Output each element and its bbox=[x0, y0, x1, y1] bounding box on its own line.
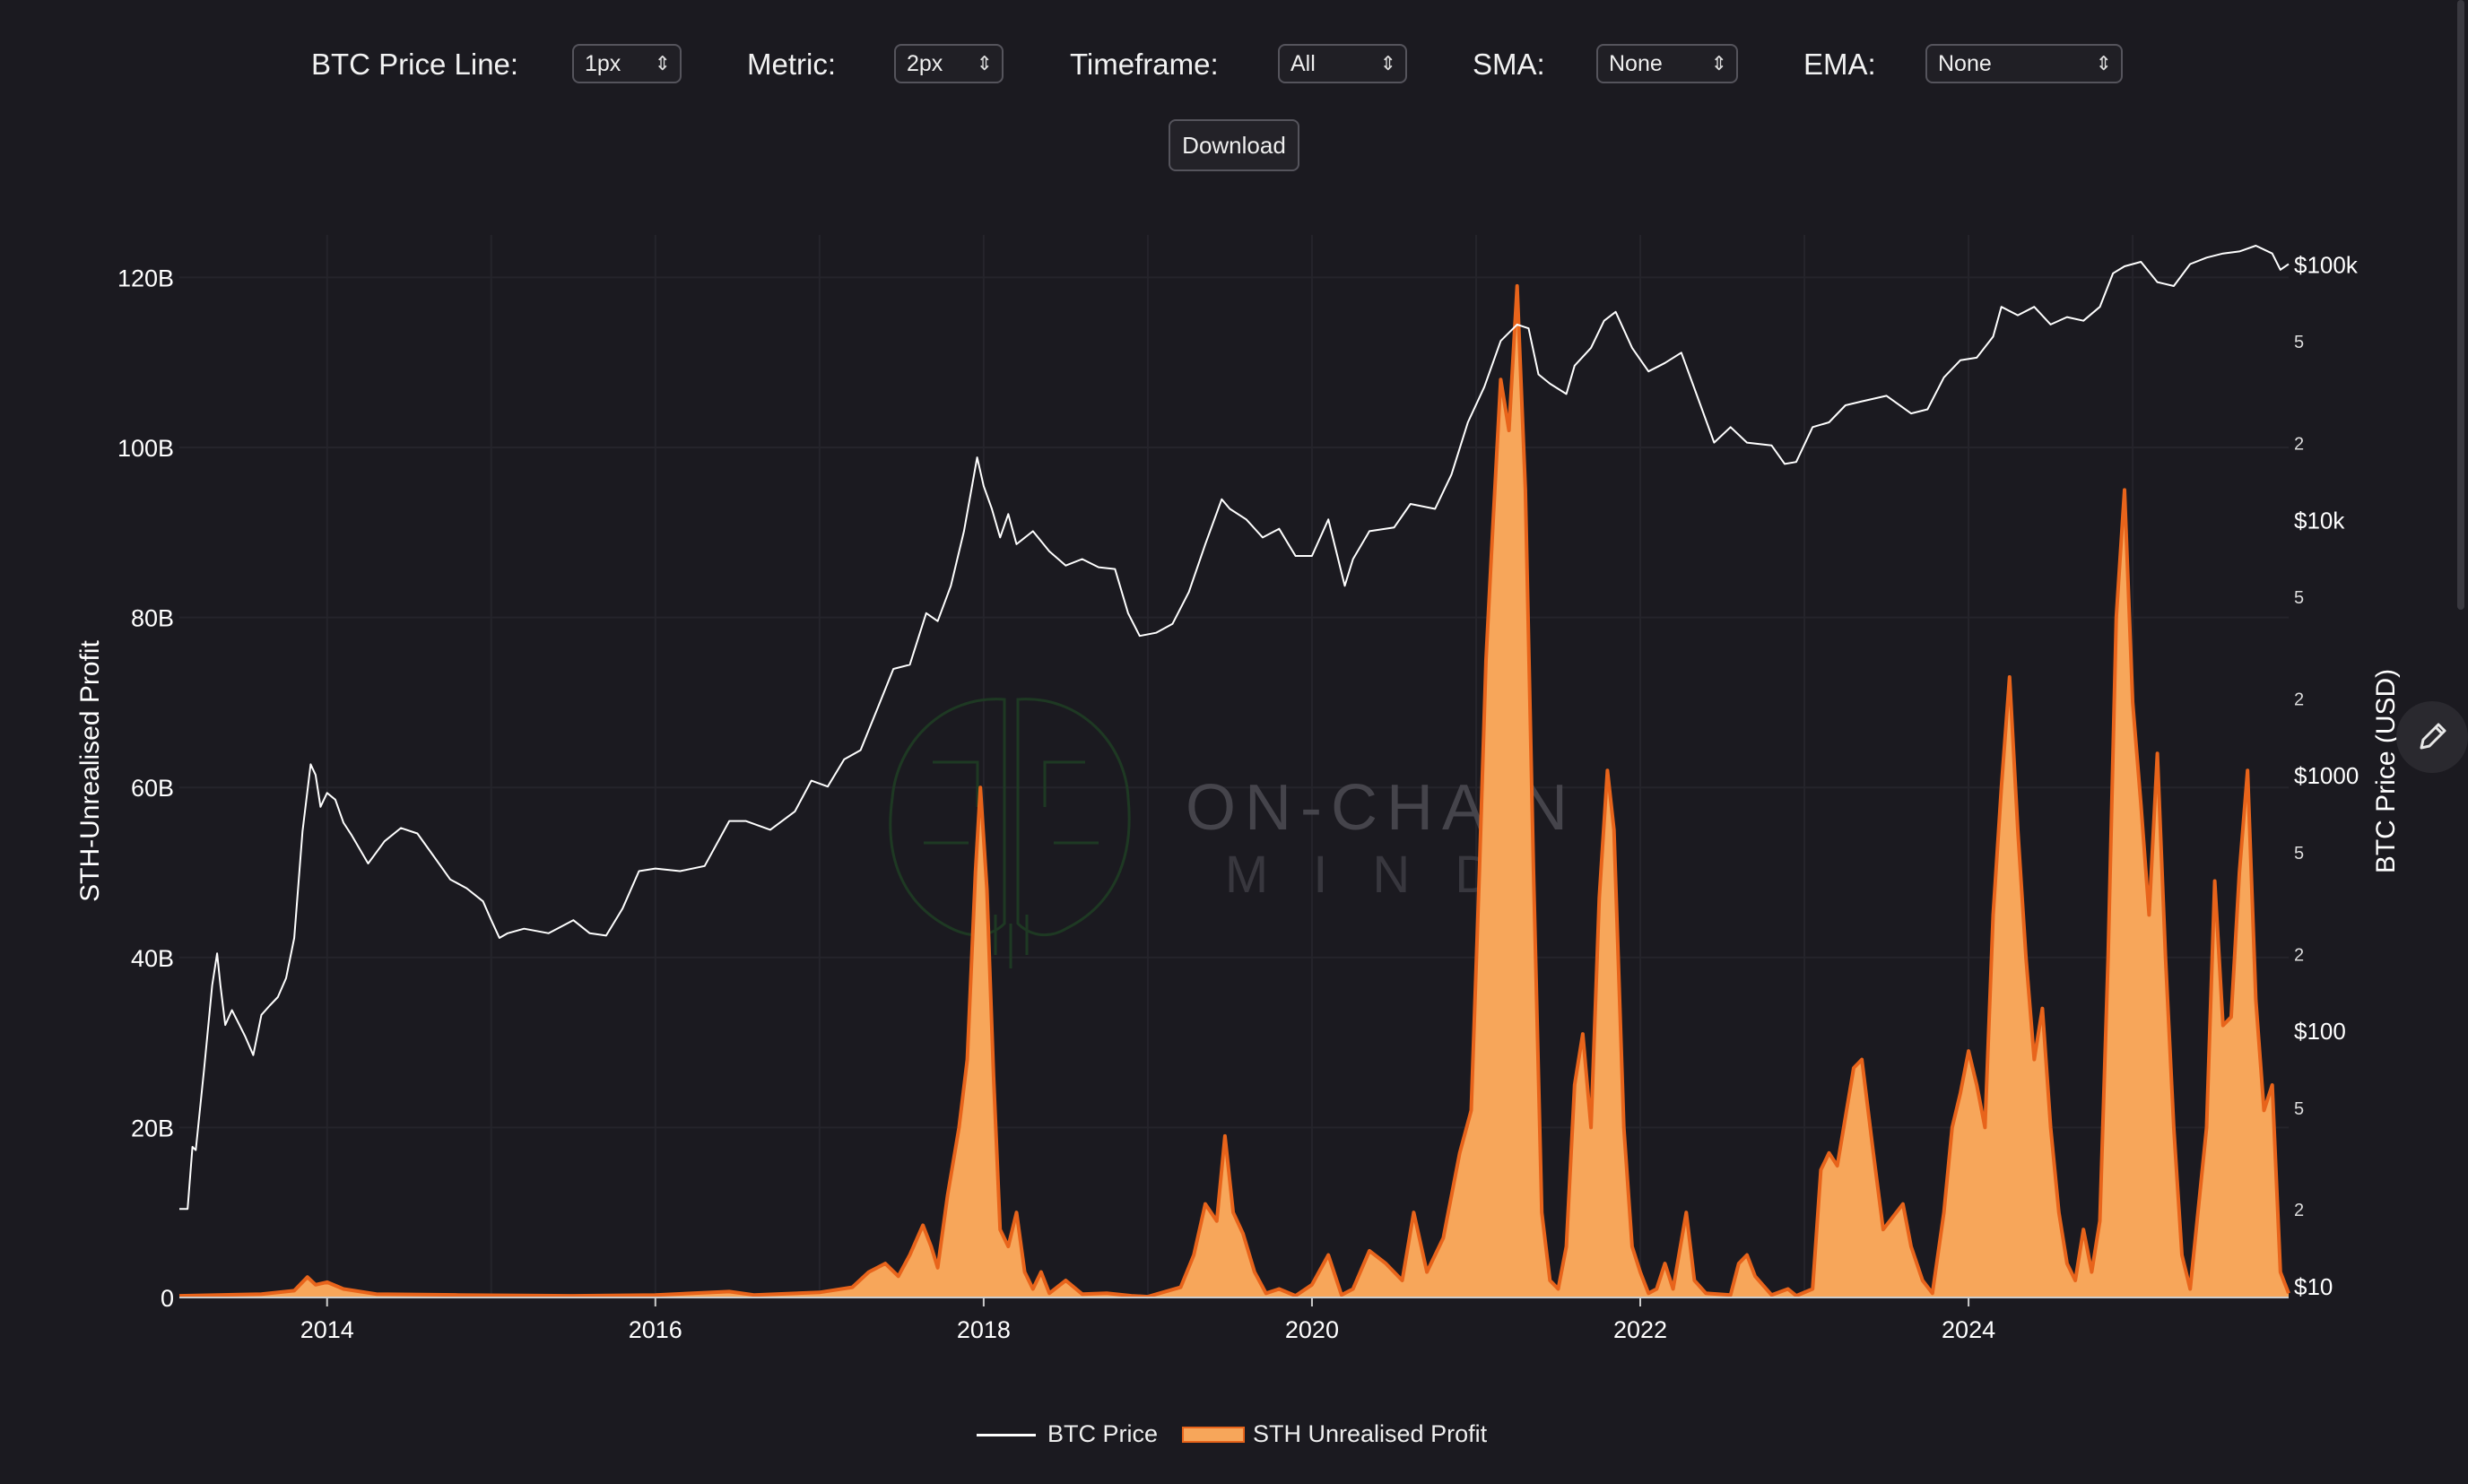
x-tick-label: 2024 bbox=[1942, 1316, 1995, 1343]
ema-value: None bbox=[1938, 51, 1992, 76]
ema-label: EMA: bbox=[1803, 48, 1876, 81]
timeframe-label: Timeframe: bbox=[1070, 48, 1219, 81]
chevron-updown-icon: ⇕ bbox=[976, 52, 993, 74]
legend: BTC Price STH Unrealised Profit bbox=[0, 1419, 2468, 1454]
y2-major-tick-label: $100k bbox=[2294, 251, 2359, 278]
y-tick-label: 20B bbox=[131, 1115, 174, 1141]
y2-major-tick-label: $10k bbox=[2294, 507, 2345, 534]
price-line-select[interactable]: 1px ⇕ bbox=[572, 44, 682, 83]
y-tick-label: 0 bbox=[161, 1285, 174, 1312]
y2-axis-label: BTC Price (USD) bbox=[2371, 669, 2401, 873]
chevron-updown-icon: ⇕ bbox=[654, 52, 671, 74]
y2-minor-tick-label: 2 bbox=[2294, 1201, 2304, 1220]
price-line-label: BTC Price Line: bbox=[311, 48, 519, 81]
btc-price-line bbox=[179, 245, 2290, 1211]
price-line-value: 1px bbox=[585, 51, 621, 76]
ema-select[interactable]: None ⇕ bbox=[1925, 44, 2123, 83]
legend-profit-label[interactable]: STH Unrealised Profit bbox=[1253, 1420, 1488, 1447]
y2-minor-tick-label: 5 bbox=[2294, 333, 2304, 352]
grid bbox=[179, 235, 2289, 1298]
metric-value: 2px bbox=[907, 51, 943, 76]
x-tick-label: 2022 bbox=[1613, 1316, 1667, 1343]
y2-minor-tick-label: 5 bbox=[2294, 844, 2304, 863]
y-tick-label: 80B bbox=[131, 605, 174, 632]
y2-major-tick-label: $1000 bbox=[2294, 762, 2359, 789]
pencil-icon bbox=[2420, 723, 2446, 750]
timeframe-value: All bbox=[1290, 51, 1316, 76]
y-tick-label: 60B bbox=[131, 775, 174, 802]
y2-major-tick-label: $10 bbox=[2294, 1273, 2333, 1300]
x-tick-label: 2018 bbox=[957, 1316, 1011, 1343]
download-button[interactable]: Download bbox=[1169, 119, 1299, 171]
sma-value: None bbox=[1609, 51, 1663, 76]
y-tick-label: 100B bbox=[117, 435, 174, 462]
x-tick-label: 2016 bbox=[629, 1316, 682, 1343]
metric-select[interactable]: 2px ⇕ bbox=[894, 44, 1004, 83]
y2-minor-tick-label: 2 bbox=[2294, 435, 2304, 455]
brain-logo-icon bbox=[889, 698, 1131, 968]
x-tick-label: 2020 bbox=[1285, 1316, 1339, 1343]
watermark: ON-CHAIN MIND bbox=[889, 698, 1568, 968]
chevron-updown-icon: ⇕ bbox=[1379, 52, 1396, 74]
sth-unrealised-profit-series bbox=[178, 283, 2290, 1299]
y2-minor-tick-label: 2 bbox=[2294, 945, 2304, 965]
watermark-text-2: MIND bbox=[1225, 846, 1537, 904]
y-tick-label: 120B bbox=[117, 265, 174, 291]
y2-minor-tick-label: 5 bbox=[2294, 588, 2304, 608]
legend-price-label[interactable]: BTC Price bbox=[1047, 1420, 1159, 1447]
sma-label: SMA: bbox=[1473, 48, 1545, 81]
legend-profit-swatch bbox=[1182, 1427, 1245, 1443]
chart-controls: BTC Price Line: 1px ⇕ Metric: 2px ⇕ Time… bbox=[0, 39, 2468, 90]
sth-profit-line bbox=[178, 283, 2290, 1299]
sma-select[interactable]: None ⇕ bbox=[1596, 44, 1738, 83]
legend-price-line bbox=[977, 1434, 1036, 1436]
y-axis-label: STH-Unrealised Profit bbox=[75, 639, 105, 901]
chevron-updown-icon: ⇕ bbox=[1710, 52, 1727, 74]
y2-minor-tick-label: 5 bbox=[2294, 1099, 2304, 1119]
btc-price-series bbox=[179, 245, 2290, 1211]
chevron-updown-icon: ⇕ bbox=[2095, 52, 2112, 74]
x-tick-label: 2014 bbox=[300, 1316, 354, 1343]
y2-minor-tick-label: 2 bbox=[2294, 690, 2304, 709]
y2-major-tick-label: $100 bbox=[2294, 1018, 2346, 1045]
edit-button[interactable] bbox=[2396, 701, 2468, 773]
axes: 0 20B 40B 60B 80B 100B 120B 2014 2016 2018 2020 202… bbox=[117, 251, 2359, 1343]
scrollbar[interactable] bbox=[2457, 0, 2464, 610]
timeframe-select[interactable]: All ⇕ bbox=[1278, 44, 1407, 83]
metric-label: Metric: bbox=[747, 48, 836, 81]
y-tick-label: 40B bbox=[131, 945, 174, 972]
